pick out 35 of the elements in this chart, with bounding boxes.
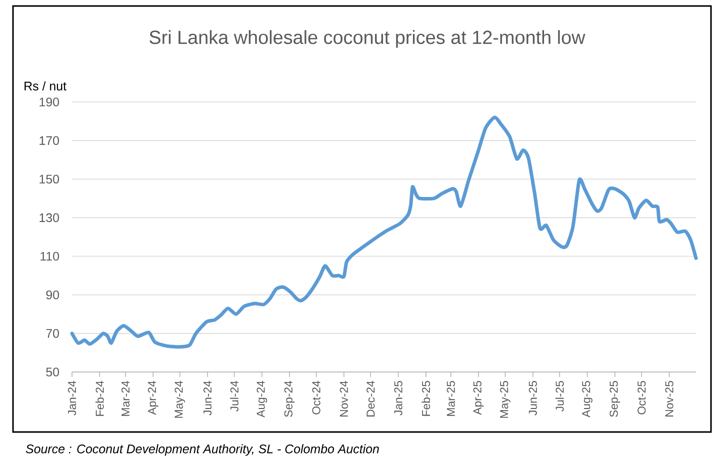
y-tick-label: 70 [46, 329, 59, 338]
y-tick-label: 150 [40, 174, 59, 184]
x-tick-label: Apr-24 [148, 380, 158, 415]
x-tick-label: Nov-25 [665, 380, 674, 416]
y-tick-label: 110 [40, 252, 60, 261]
x-tick-label: Nov-24 [340, 380, 348, 416]
x-tick-label: Mar-24 [121, 380, 130, 416]
y-tick-label: 190 [40, 98, 59, 106]
x-tick-label: Jan-24 [68, 380, 76, 416]
x-tick-label: Sep-25 [610, 380, 620, 417]
x-tick-label: Oct-24 [312, 380, 320, 414]
x-tick-label: May-24 [174, 380, 186, 418]
x-tick-label: Feb-24 [95, 380, 104, 416]
y-axis-title: Rs / nut [24, 81, 66, 90]
x-tick-label: Mar-25 [446, 380, 455, 416]
x-tick-label: Jun-24 [203, 380, 212, 416]
x-tick-label: Sep-24 [284, 380, 295, 417]
x-tick-label: Dec-24 [366, 380, 375, 416]
y-tick-label: 50 [46, 368, 59, 376]
x-tick-label: Apr-25 [473, 380, 484, 415]
x-tick-label: Feb-25 [422, 380, 430, 416]
line-series [70, 116, 698, 349]
source-note: Source : Coconut Development Authority, SL - Colombo Auction [26, 444, 379, 456]
x-tick-label: Jun-25 [528, 380, 537, 416]
x-tick-label: Jan-25 [394, 380, 402, 416]
y-tick-label: 130 [40, 213, 59, 222]
x-tick-label: May-25 [500, 380, 510, 418]
x-tick-label: Jul-25 [555, 380, 564, 412]
y-tick-label: 170 [40, 136, 59, 145]
x-tick-label: Aug-25 [582, 380, 592, 418]
x-tick-label: Jul-24 [230, 380, 238, 412]
x-tick-label: Oct-25 [638, 380, 646, 414]
chart-title: Sri Lanka wholesale coconut prices at 12-month low [150, 30, 586, 48]
x-tick-label: Aug-24 [256, 380, 268, 418]
y-tick-label: 90 [46, 290, 59, 300]
